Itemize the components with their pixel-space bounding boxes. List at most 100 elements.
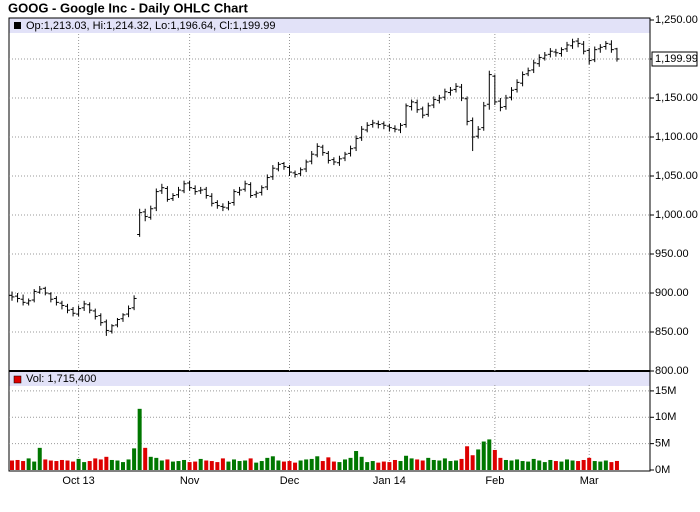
volume-bar bbox=[315, 456, 320, 470]
volume-bar bbox=[376, 462, 381, 470]
x-tick-label: Nov bbox=[180, 475, 200, 487]
last-price-box bbox=[651, 51, 698, 67]
volume-bar bbox=[426, 457, 431, 470]
chart-title: GOOG - Google Inc - Daily OHLC Chart bbox=[8, 0, 248, 15]
volume-bar bbox=[581, 459, 586, 470]
y-tick-label: 800.00 bbox=[655, 365, 689, 377]
volume-bar bbox=[392, 459, 397, 470]
volume-bar bbox=[10, 460, 14, 470]
volume-bar bbox=[109, 459, 114, 470]
volume-bar bbox=[165, 459, 170, 470]
volume-bar bbox=[448, 461, 453, 470]
volume-bar bbox=[381, 461, 386, 470]
y-tick-label: 15M bbox=[655, 385, 676, 397]
y-tick-label: 1,000.00 bbox=[655, 209, 698, 221]
y-tick-label: 1,050.00 bbox=[655, 170, 698, 182]
volume-bar bbox=[126, 459, 131, 470]
volume-bar bbox=[32, 461, 37, 470]
y-tick-label: 0M bbox=[655, 464, 670, 476]
volume-bar bbox=[553, 461, 558, 470]
volume-bar bbox=[232, 459, 236, 470]
volume-bar bbox=[365, 462, 370, 470]
volume-bar bbox=[431, 459, 436, 470]
volume-bar bbox=[237, 461, 242, 470]
volume-bar bbox=[537, 460, 542, 470]
volume-bar bbox=[559, 461, 564, 470]
volume-bar bbox=[21, 461, 26, 470]
volume-bar bbox=[198, 458, 203, 470]
volume-bar bbox=[265, 457, 270, 470]
volume-bar bbox=[226, 461, 231, 470]
volume-bar bbox=[71, 461, 76, 470]
volume-legend: Vol: 1,715,400 bbox=[26, 373, 96, 385]
volume-bar bbox=[498, 457, 503, 470]
volume-bar bbox=[331, 461, 336, 470]
volume-bar bbox=[259, 461, 264, 470]
volume-bar bbox=[503, 459, 508, 470]
volume-bar bbox=[298, 460, 303, 470]
volume-bar bbox=[320, 461, 325, 470]
volume-bar bbox=[515, 459, 520, 470]
volume-bar bbox=[420, 460, 425, 470]
volume-bar bbox=[220, 458, 225, 470]
volume-bar bbox=[37, 447, 42, 470]
legend-band bbox=[9, 372, 650, 386]
volume-bar bbox=[293, 462, 298, 470]
volume-bar bbox=[287, 461, 292, 470]
y-tick-label: 1,100.00 bbox=[655, 131, 698, 143]
volume-bar bbox=[309, 458, 314, 470]
volume-bar bbox=[398, 461, 403, 470]
volume-bar bbox=[531, 458, 536, 470]
volume-bar bbox=[548, 459, 553, 470]
legend-swatch bbox=[13, 375, 22, 384]
volume-bar bbox=[454, 460, 458, 470]
volume-bar bbox=[526, 461, 531, 470]
volume-bar bbox=[15, 459, 20, 470]
volume-bar bbox=[176, 461, 181, 470]
volume-bar bbox=[98, 459, 103, 470]
volume-bar bbox=[459, 458, 464, 470]
volume-bar bbox=[370, 461, 375, 470]
volume-bar bbox=[76, 458, 81, 470]
volume-bar bbox=[348, 457, 353, 470]
volume-bar bbox=[304, 459, 309, 470]
x-tick-label: Dec bbox=[280, 475, 300, 487]
volume-bar bbox=[570, 460, 575, 470]
volume-bar bbox=[603, 460, 608, 470]
volume-bar bbox=[337, 462, 342, 470]
x-tick-label: Feb bbox=[485, 475, 504, 487]
volume-bar bbox=[121, 462, 125, 470]
y-tick-label: 950.00 bbox=[655, 248, 689, 260]
volume-bar bbox=[193, 461, 198, 470]
volume-bar bbox=[159, 460, 164, 470]
volume-bar bbox=[148, 456, 153, 470]
y-tick-label: 850.00 bbox=[655, 326, 689, 338]
y-tick-label: 1,250.00 bbox=[655, 14, 698, 26]
volume-bar bbox=[137, 408, 142, 470]
volume-bar bbox=[170, 461, 175, 470]
volume-bar bbox=[281, 461, 286, 470]
volume-bar bbox=[598, 461, 603, 470]
volume-bar bbox=[354, 451, 359, 470]
volume-bar bbox=[476, 449, 481, 470]
volume-bar bbox=[248, 458, 253, 470]
volume-bar bbox=[182, 459, 187, 470]
volume-bar bbox=[415, 459, 420, 470]
volume-bar bbox=[115, 460, 120, 470]
volume-bar bbox=[520, 461, 525, 470]
volume-bar bbox=[132, 448, 137, 470]
volume-bar bbox=[48, 460, 53, 470]
volume-bar bbox=[93, 458, 98, 470]
volume-bar bbox=[404, 455, 409, 470]
volume-bar bbox=[87, 461, 92, 470]
volume-bar bbox=[215, 462, 220, 470]
volume-bar bbox=[465, 446, 470, 470]
volume-bar bbox=[54, 461, 59, 470]
x-tick-label: Jan 14 bbox=[373, 475, 406, 487]
x-tick-label: Mar bbox=[580, 475, 599, 487]
volume-bar bbox=[576, 461, 581, 470]
volume-bar bbox=[254, 462, 259, 470]
volume-bar bbox=[509, 460, 514, 470]
volume-bar bbox=[442, 458, 447, 470]
